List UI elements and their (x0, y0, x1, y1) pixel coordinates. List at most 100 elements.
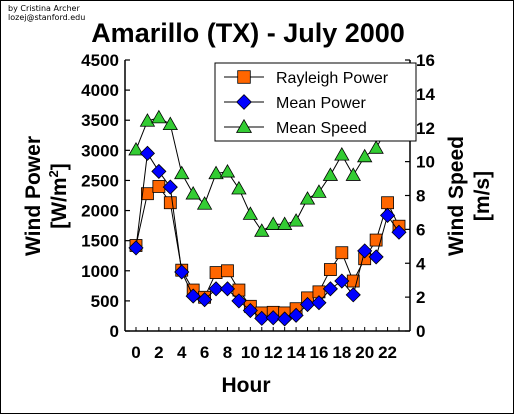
x-tick-label: 16 (309, 343, 328, 362)
mean-speed-point (299, 191, 316, 205)
x-tick-label: 4 (177, 343, 187, 362)
left-tick-label: 2500 (81, 171, 119, 190)
mean-power-point (322, 281, 338, 297)
right-axis-unit: [m/s] (471, 171, 494, 221)
series-mean-power (128, 145, 407, 327)
rayleigh-power-point (381, 196, 394, 210)
rayleigh-power-point (323, 263, 337, 276)
mean-speed-point (162, 116, 178, 131)
right-tick-label: 2 (416, 288, 425, 307)
right-tick-label: 6 (416, 220, 425, 239)
legend-items: Rayleigh Power Mean Power Mean Speed (224, 70, 389, 137)
x-tick-label: 10 (241, 343, 260, 362)
rayleigh-power-point (163, 196, 177, 210)
rayleigh-power-point (369, 233, 383, 247)
right-tick-label: 16 (416, 51, 435, 70)
x-tick-label: 2 (154, 343, 163, 362)
mean-speed-point (208, 165, 224, 180)
x-tick-label: 18 (332, 343, 351, 362)
chart-title: Amarillo (TX) - July 2000 (91, 18, 405, 48)
mean-power-point (151, 163, 167, 179)
rayleigh-power-point (152, 180, 166, 193)
right-tick-label: 10 (416, 153, 435, 172)
author-credit: by Cristina Archer lozej@stanford.edu (8, 4, 85, 22)
right-tick-label: 14 (416, 85, 435, 104)
x-axis-ticks: 0 2 4 6 8 10 12 14 16 18 20 22 (131, 327, 400, 362)
credit-email: lozej@stanford.edu (8, 13, 86, 22)
legend-label: Mean Power (276, 95, 366, 112)
left-tick-label: 3500 (81, 111, 119, 130)
left-axis-ticks: 0 500 1000 1500 2000 2500 3000 3500 4000 4500 (81, 51, 130, 341)
legend-label: Rayleigh Power (276, 70, 389, 87)
mean-speed-point (128, 141, 144, 156)
x-tick-label: 12 (264, 343, 283, 362)
mean-speed-point (368, 140, 384, 154)
mean-speed-point (357, 148, 373, 163)
mean-power-point (128, 240, 144, 256)
left-tick-label: 4000 (81, 81, 119, 100)
mean-speed-point (139, 113, 156, 127)
legend-marker-mean-speed (235, 118, 253, 133)
mean-speed-point (322, 167, 339, 181)
mean-power-point (391, 224, 407, 240)
mean-power-point (219, 281, 236, 297)
rayleigh-power-point (335, 246, 349, 260)
mean-power-point (139, 145, 156, 161)
left-axis-unit: [W/m2] (46, 163, 71, 229)
mean-speed-point (288, 213, 304, 227)
mean-speed-point (334, 147, 350, 161)
right-axis-label: Wind Speed [m/s] (445, 136, 494, 256)
mean-power-point (311, 295, 327, 311)
series-layer (128, 109, 407, 327)
mean-power-point (231, 293, 247, 309)
right-axis-ticks: 0 2 4 6 8 10 12 14 16 (405, 51, 435, 341)
left-tick-label: 500 (91, 292, 119, 311)
legend-marker-mean-power (236, 94, 252, 110)
mean-power-point (208, 281, 224, 297)
mean-power-point (379, 207, 396, 223)
right-tick-label: 0 (416, 322, 425, 341)
left-tick-label: 3000 (81, 141, 119, 160)
mean-speed-point (219, 163, 236, 178)
x-tick-label: 20 (355, 343, 374, 362)
legend-item-rayleigh-power: Rayleigh Power (224, 70, 389, 87)
mean-power-point (334, 273, 350, 289)
mean-power-point (345, 287, 361, 303)
mean-speed-point (242, 206, 259, 220)
left-tick-label: 0 (110, 322, 119, 341)
rayleigh-power-point (141, 187, 154, 201)
legend: Rayleigh Power Mean Power Mean Speed (214, 62, 417, 142)
x-tick-label: 14 (287, 343, 306, 362)
mean-speed-point (265, 216, 281, 230)
credit-author: by Cristina Archer (8, 4, 80, 13)
right-tick-label: 4 (416, 254, 426, 273)
mean-power-point (254, 310, 270, 326)
mean-speed-point (311, 184, 327, 198)
mean-speed-point (254, 223, 270, 237)
mean-power-point (288, 307, 304, 323)
mean-power-point (185, 288, 201, 304)
right-axis-title: Wind Speed (445, 136, 468, 256)
x-tick-label: 0 (131, 343, 140, 362)
legend-item-mean-power: Mean Power (224, 94, 366, 112)
mean-power-point (277, 311, 293, 327)
legend-label: Mean Speed (276, 120, 367, 137)
left-axis-title: Wind Power (22, 136, 45, 256)
mean-power-point (368, 249, 384, 265)
x-axis-label: Hour (222, 374, 271, 397)
mean-power-point (242, 302, 258, 319)
mean-power-point (265, 310, 281, 326)
mean-speed-point (196, 196, 213, 210)
mean-power-point (174, 264, 190, 280)
left-tick-label: 1500 (81, 232, 119, 251)
mean-speed-point (151, 109, 167, 124)
left-axis-label: Wind Power [W/m2] (22, 136, 71, 256)
x-tick-label: 6 (200, 343, 209, 362)
mean-power-point (162, 179, 178, 195)
x-tick-label: 22 (378, 343, 397, 362)
right-tick-label: 12 (416, 119, 435, 138)
mean-speed-point (174, 165, 190, 180)
x-tick-label: 8 (223, 343, 232, 362)
right-tick-label: 8 (416, 187, 425, 206)
